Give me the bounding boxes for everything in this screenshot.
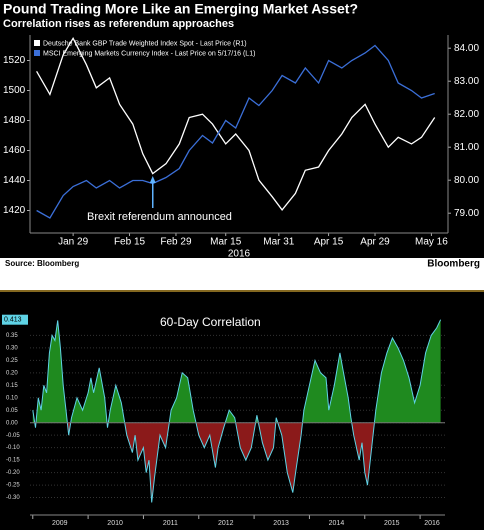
y-tick-label: -0.20 <box>6 470 20 476</box>
y-tick-label: 0.25 <box>6 358 18 364</box>
negative-area <box>34 423 375 503</box>
y-tick-label: -0.15 <box>6 458 20 464</box>
x-tick-label: Apr 29 <box>360 237 390 248</box>
x-tick-label: Mar 31 <box>263 237 295 248</box>
legend-label: MSCI Emerging Markets Currency Index - L… <box>43 50 255 57</box>
title: Pound Trading More Like an Emerging Mark… <box>3 1 358 17</box>
source: Source: Bloomberg <box>5 259 79 268</box>
x-tick-label: May 16 <box>415 237 448 248</box>
y2-tick-label: 82.00 <box>454 109 479 120</box>
y2-tick-label: 80.00 <box>454 175 479 186</box>
x-tick-label: Apr 15 <box>314 237 344 248</box>
x-tick-label: 2012 <box>218 520 234 527</box>
x-tick-label: 2010 <box>107 520 123 527</box>
y-tick-label: 1440 <box>3 175 26 186</box>
y-tick-label: 1420 <box>3 205 26 216</box>
legend-swatch <box>34 40 40 46</box>
y-tick-label: 0.15 <box>6 383 18 389</box>
footer <box>0 258 484 270</box>
y-tick-label: 1500 <box>3 85 26 96</box>
x-tick-label: 2011 <box>163 520 178 527</box>
x-tick-label: 2013 <box>273 520 289 527</box>
y-tick-label: 0.00 <box>6 420 18 426</box>
y-tick-label: 0.10 <box>6 395 18 401</box>
y-tick-label: -0.05 <box>6 433 20 439</box>
last-value-label: 0.413 <box>4 317 22 324</box>
x-tick-label: Feb 15 <box>114 237 146 248</box>
x-tick-label: 2015 <box>384 520 400 527</box>
last-value-tag <box>2 314 28 325</box>
y-tick-label: 1460 <box>3 145 26 156</box>
annotation-head <box>149 176 156 183</box>
x-tick-label: Feb 29 <box>160 237 192 248</box>
x-tick-label: 2009 <box>52 520 68 527</box>
x-tick-label: Mar 15 <box>210 237 242 248</box>
y2-tick-label: 79.00 <box>454 208 479 219</box>
series-line <box>32 319 442 503</box>
y2-tick-label: 84.00 <box>454 43 479 54</box>
chart-title: 60-Day Correlation <box>160 315 261 329</box>
positive-area <box>32 319 441 423</box>
y-tick-label: 1480 <box>3 115 26 126</box>
x-axis-label: 2016 <box>228 249 251 260</box>
y-tick-label: 0.20 <box>6 370 18 376</box>
x-tick-label: 2016 <box>424 520 440 527</box>
series-line <box>36 36 436 211</box>
x-tick-label: 2014 <box>329 520 345 527</box>
top-panel <box>0 0 484 258</box>
y2-tick-label: 83.00 <box>454 76 479 87</box>
y-tick-label: 0.35 <box>6 333 18 339</box>
subtitle: Correlation rises as referendum approach… <box>3 18 234 30</box>
y-tick-label: 0.05 <box>6 408 18 414</box>
y-tick-label: -0.25 <box>6 483 20 489</box>
legend-label: Deutsche Bank GBP Trade Weighted Index S… <box>43 40 247 47</box>
series-line <box>36 44 435 219</box>
annotation: Brexit referendum announced <box>87 211 232 223</box>
y2-tick-label: 81.00 <box>454 142 479 153</box>
brand: Bloomberg <box>427 259 480 270</box>
y-tick-label: -0.10 <box>6 445 20 451</box>
y-tick-label: 0.30 <box>6 345 18 351</box>
x-tick-label: Jan 29 <box>58 237 88 248</box>
y-tick-label: 1520 <box>3 55 26 66</box>
y-tick-label: -0.30 <box>6 495 20 501</box>
legend-swatch <box>34 50 40 56</box>
